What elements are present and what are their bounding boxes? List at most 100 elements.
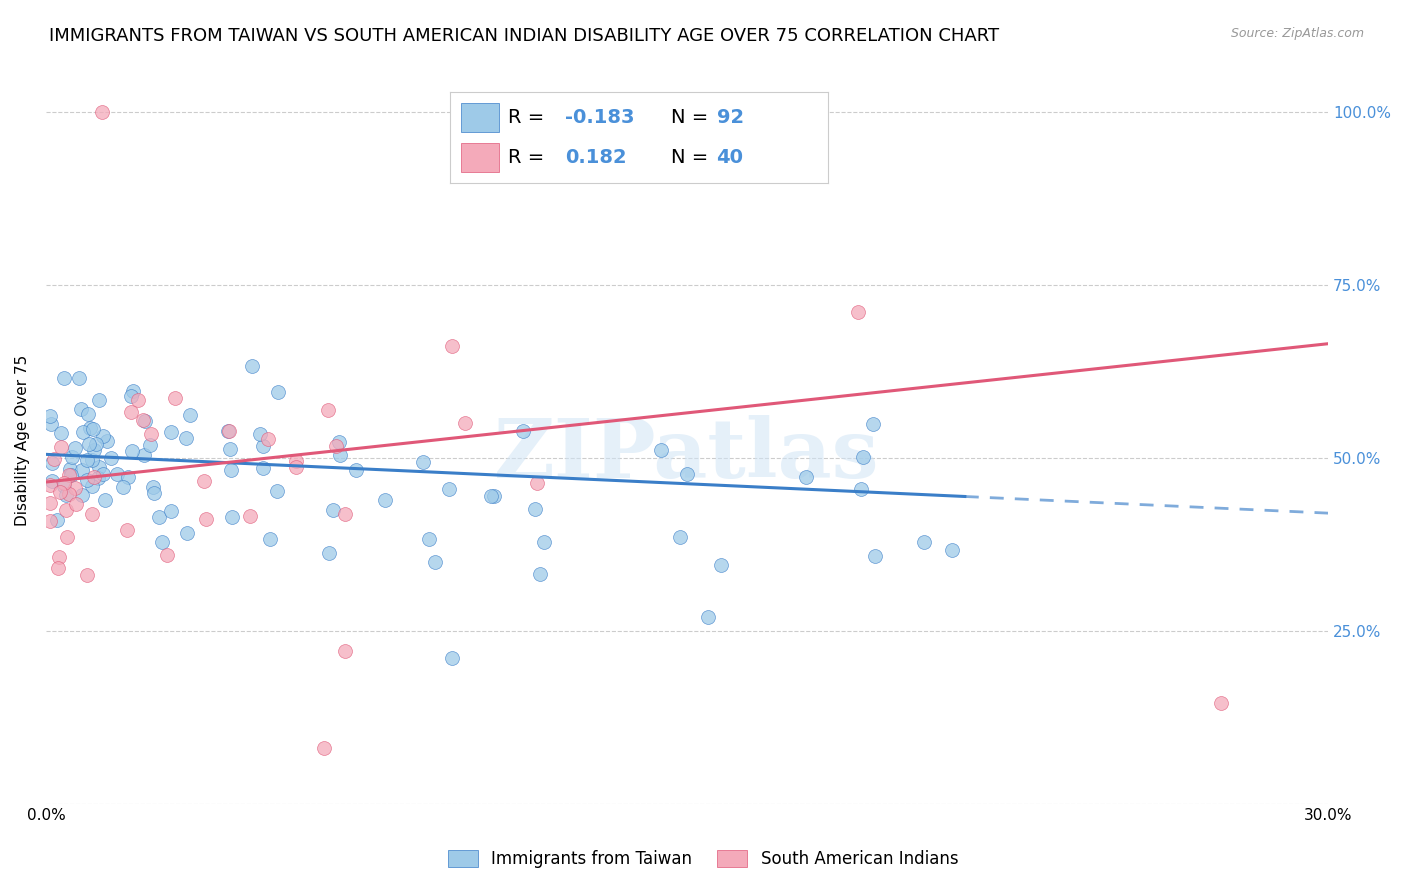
Point [132,413,155,427]
Point [70,462,93,476]
Point [256,432,278,446]
Point [418,533,440,547]
Point [89,392,111,407]
Point [668,530,690,544]
Point [512,424,534,438]
Point [112,480,135,494]
Point [84,437,107,451]
Point [912,535,935,549]
Point [49,440,72,454]
Point [77,437,100,451]
Point [91,429,114,443]
Point [76,453,98,467]
Point [87,471,110,485]
Point [148,510,170,524]
Point [121,443,143,458]
Point [852,450,875,465]
Point [650,443,672,458]
Legend: Immigrants from Taiwan, South American Indians: Immigrants from Taiwan, South American I… [441,843,965,875]
Point [127,392,149,407]
Point [533,535,555,549]
Point [179,408,201,422]
Point [77,407,100,421]
Point [524,502,547,516]
Point [697,610,720,624]
Y-axis label: Disability Age Over 75: Disability Age Over 75 [15,355,30,526]
Point [239,509,262,524]
Point [266,483,288,498]
Point [344,463,367,477]
Point [865,549,887,564]
Text: IMMIGRANTS FROM TAIWAN VS SOUTH AMERICAN INDIAN DISABILITY AGE OVER 75 CORRELATI: IMMIGRANTS FROM TAIWAN VS SOUTH AMERICAN… [49,27,1000,45]
Point [329,448,352,462]
Point [63,481,86,495]
Point [139,438,162,452]
Point [849,482,872,496]
Point [134,413,156,427]
Point [482,489,505,503]
Point [156,548,179,562]
Point [218,424,240,438]
Point [249,427,271,442]
Point [39,477,62,491]
Point [39,514,62,528]
Point [267,385,290,400]
Point [39,417,62,432]
Point [58,487,80,501]
Point [49,485,72,500]
Point [83,470,105,484]
Point [141,427,163,442]
Point [322,503,344,517]
Point [60,450,83,464]
Point [163,392,186,406]
Point [69,371,91,385]
Point [441,339,464,353]
Point [437,482,460,496]
Point [479,489,502,503]
Point [39,496,62,510]
Point [675,467,697,482]
Point [160,504,183,518]
Point [39,409,62,423]
Point [143,486,166,500]
Point [318,546,340,560]
Point [65,497,87,511]
Point [41,457,63,471]
Point [46,513,69,527]
Point [100,450,122,465]
Point [941,542,963,557]
Point [105,467,128,482]
Point [117,470,139,484]
Point [440,651,463,665]
Point [862,417,884,432]
Point [174,431,197,445]
Point [48,549,70,564]
Point [529,567,551,582]
Point [76,474,98,488]
Point [195,512,218,526]
Point [72,425,94,439]
Point [41,475,63,489]
Point [46,560,69,574]
Point [83,443,105,458]
Point [53,479,76,493]
Point [252,439,274,453]
Point [53,475,76,490]
Point [82,479,104,493]
Point [142,480,165,494]
Point [454,416,477,430]
Point [63,441,86,455]
Point [51,426,73,441]
Point [80,508,103,522]
Point [79,421,101,435]
Point [70,402,93,417]
Point [318,402,340,417]
Point [252,460,274,475]
Point [221,509,243,524]
Text: ZIPatlas: ZIPatlas [495,415,880,495]
Point [96,434,118,449]
Point [82,422,104,436]
Point [333,644,356,658]
Point [219,463,242,477]
Point [94,492,117,507]
